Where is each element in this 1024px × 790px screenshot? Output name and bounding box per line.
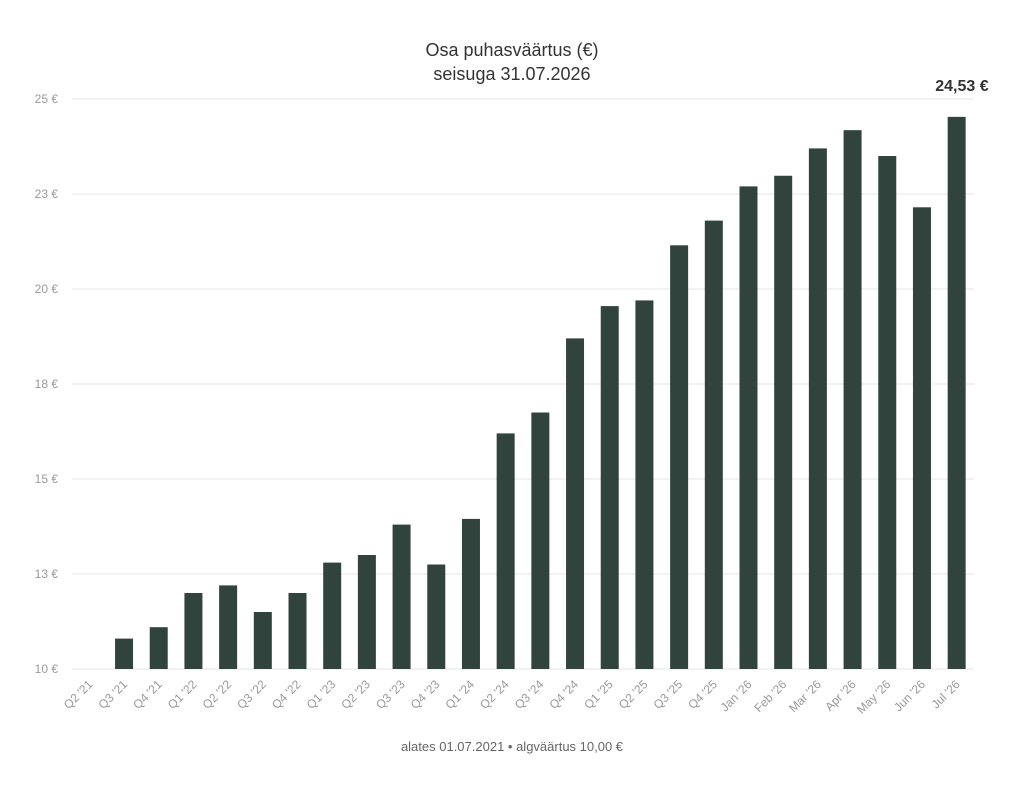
x-tick-label: Q1 '23 [304, 677, 339, 712]
bar [184, 593, 203, 669]
bar [427, 564, 446, 669]
x-tick-label: Jan '26 [718, 677, 755, 714]
x-tick-label: Jun '26 [891, 677, 928, 714]
x-tick-label: Feb '26 [751, 677, 789, 715]
x-tick-label: Q2 '22 [200, 677, 235, 712]
chart-footer: alates 01.07.2021 • algväärtus 10,00 € [400, 739, 624, 754]
x-tick-label: Q2 '24 [477, 677, 512, 712]
chart-subtitle: seisuga 31.07.2026 [433, 64, 591, 84]
last-value-label: 24,53 € [935, 78, 988, 95]
bar [635, 300, 654, 669]
bar [704, 220, 723, 669]
bar [219, 585, 238, 669]
bar [461, 518, 480, 669]
x-tick-label: Q4 '21 [130, 677, 165, 712]
x-tick-label: Q3 '25 [651, 677, 686, 712]
x-tick-label: Q3 '22 [234, 677, 269, 712]
y-tick-label: 10 € [35, 662, 59, 676]
x-tick-label: Q2 '25 [616, 677, 651, 712]
x-tick-label: Q3 '23 [373, 677, 408, 712]
bar [912, 207, 931, 670]
x-tick-label: Q4 '22 [269, 677, 304, 712]
x-tick-label: Q2 '21 [61, 677, 96, 712]
bar [600, 306, 619, 669]
bar [739, 186, 758, 669]
bar [115, 638, 134, 669]
bar [496, 433, 515, 669]
y-tick-label: 18 € [35, 377, 59, 391]
bar [323, 562, 342, 669]
x-tick-label: Q1 '25 [581, 677, 616, 712]
bar [392, 524, 411, 669]
y-tick-label: 13 € [35, 567, 59, 581]
bar [808, 148, 827, 669]
bar [357, 555, 376, 669]
bar [149, 627, 168, 669]
x-tick-label: Q3 '21 [96, 677, 131, 712]
x-tick-label: May '26 [854, 677, 894, 717]
y-tick-label: 15 € [35, 472, 59, 486]
chart-title: Osa puhasväärtus (€) [425, 40, 599, 60]
x-tick-label: Q4 '25 [685, 677, 720, 712]
bar [253, 612, 272, 669]
x-tick-label: Jul '26 [929, 677, 963, 711]
bar [878, 156, 897, 669]
bar [288, 593, 307, 669]
bar [670, 245, 689, 670]
x-tick-label: Q4 '24 [547, 677, 582, 712]
y-tick-label: 20 € [35, 282, 59, 296]
bar [843, 130, 862, 669]
x-tick-label: Apr '26 [822, 677, 859, 714]
bar [774, 175, 793, 669]
x-tick-label: Mar '26 [786, 677, 824, 715]
x-tick-label: Q3 '24 [512, 677, 547, 712]
y-tick-label: 25 € [35, 92, 59, 106]
x-tick-label: Q4 '23 [408, 677, 443, 712]
bar [531, 412, 550, 669]
x-tick-label: Q1 '24 [442, 677, 477, 712]
y-tick-label: 23 € [35, 187, 59, 201]
x-tick-label: Q2 '23 [338, 677, 373, 712]
bar [947, 116, 966, 670]
x-tick-label: Q1 '22 [165, 677, 200, 712]
bar [566, 338, 585, 669]
